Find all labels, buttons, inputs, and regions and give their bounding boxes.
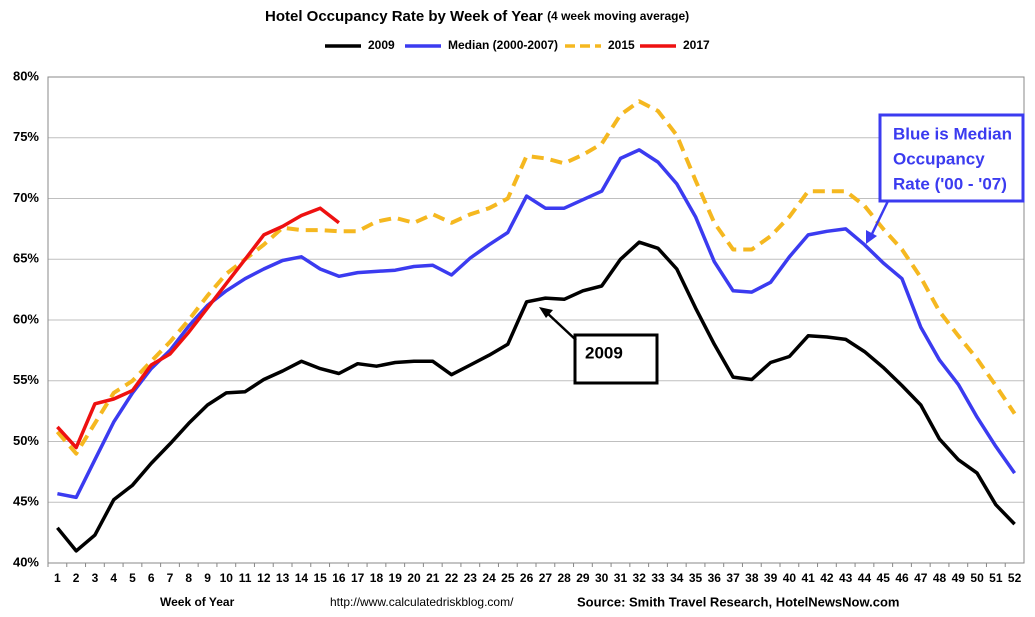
x-tick-label: 40 — [783, 571, 797, 585]
annotation-text: 2009 — [585, 343, 623, 362]
subtitle: (4 week moving average) — [547, 9, 689, 23]
url: http://www.calculatedriskblog.com/ — [330, 595, 514, 609]
arrow-head — [539, 307, 553, 318]
y-tick-label: 55% — [13, 372, 39, 387]
x-tick-label: 33 — [651, 571, 665, 585]
x-tick-label: 12 — [257, 571, 271, 585]
x-tick-label: 52 — [1008, 571, 1022, 585]
legend-label: 2017 — [683, 38, 710, 52]
x-tick-label: 21 — [426, 571, 440, 585]
x-tick-label: 42 — [820, 571, 834, 585]
x-tick-label: 50 — [970, 571, 984, 585]
x-tick-label: 27 — [539, 571, 553, 585]
title: Hotel Occupancy Rate by Week of Year — [265, 8, 543, 25]
source: Source: Smith Travel Research, HotelNews… — [577, 594, 899, 609]
y-tick-label: 75% — [13, 129, 39, 144]
annotation-box — [573, 333, 659, 385]
series-line — [56, 206, 340, 450]
x-tick-label: 3 — [92, 571, 99, 585]
legend-label: 2015 — [608, 38, 635, 52]
x-tick-label: 23 — [464, 571, 478, 585]
x-tick-label: 28 — [557, 571, 571, 585]
x-tick-label: 29 — [576, 571, 590, 585]
x-tick-label: 24 — [482, 571, 496, 585]
annotation-box — [878, 113, 1025, 203]
x-tick-label: 45 — [877, 571, 891, 585]
arrow-head — [866, 230, 877, 244]
x-tick-label: 4 — [110, 571, 117, 585]
x-tick-label: 22 — [445, 571, 459, 585]
x-tick-label: 47 — [914, 571, 928, 585]
x-tick-label: 32 — [633, 571, 647, 585]
x-tick-label: 44 — [858, 571, 872, 585]
legend-label: 2009 — [368, 38, 395, 52]
legend-label: Median (2000-2007) — [448, 38, 558, 52]
x-tick-label: 37 — [726, 571, 740, 585]
y-tick-label: 80% — [13, 68, 39, 83]
annotation-text: Rate ('00 - '07) — [893, 174, 1007, 193]
x-tick-label: 9 — [204, 571, 211, 585]
x-tick-label: 46 — [895, 571, 909, 585]
x-tick-label: 38 — [745, 571, 759, 585]
x-tick-label: 10 — [220, 571, 234, 585]
x-tick-label: 16 — [332, 571, 346, 585]
x-tick-label: 26 — [520, 571, 534, 585]
annotation-text: Occupancy — [893, 149, 985, 168]
x-tick-label: 14 — [295, 571, 309, 585]
y-tick-label: 45% — [13, 494, 39, 509]
annotation-arrow — [545, 311, 577, 341]
x-tick-label: 18 — [370, 571, 384, 585]
y-tick-label: 70% — [13, 190, 39, 205]
annotation-text: Blue is Median — [893, 124, 1012, 143]
x-tick-label: 41 — [801, 571, 815, 585]
x-axis-label: Week of Year — [160, 595, 235, 609]
x-tick-label: 15 — [313, 571, 327, 585]
y-tick-label: 65% — [13, 251, 39, 266]
x-tick-label: 5 — [129, 571, 136, 585]
x-tick-label: 39 — [764, 571, 778, 585]
x-tick-label: 6 — [148, 571, 155, 585]
x-tick-label: 43 — [839, 571, 853, 585]
x-tick-label: 17 — [351, 571, 365, 585]
chart-title: Hotel Occupancy Rate by Week of Year (4 … — [265, 8, 689, 25]
x-tick-label: 49 — [952, 571, 966, 585]
series-line — [56, 240, 1016, 553]
y-tick-label: 60% — [13, 311, 39, 326]
x-tick-label: 51 — [989, 571, 1003, 585]
x-tick-label: 20 — [407, 571, 421, 585]
series-line — [57, 148, 1017, 500]
x-tick-label: 7 — [167, 571, 174, 585]
y-tick-label: 50% — [13, 433, 39, 448]
y-tick-label: 40% — [13, 554, 39, 569]
x-tick-label: 1 — [54, 571, 61, 585]
x-tick-label: 34 — [670, 571, 684, 585]
x-tick-label: 31 — [614, 571, 628, 585]
x-tick-label: 30 — [595, 571, 609, 585]
annotation-arrow — [868, 200, 890, 239]
x-tick-label: 13 — [276, 571, 290, 585]
series-line — [55, 99, 1017, 456]
x-tick-label: 35 — [689, 571, 703, 585]
x-tick-label: 11 — [239, 571, 252, 585]
x-tick-label: 8 — [185, 571, 192, 585]
x-tick-label: 48 — [933, 571, 947, 585]
x-tick-label: 25 — [501, 571, 515, 585]
x-tick-label: 19 — [389, 571, 403, 585]
x-tick-label: 2 — [73, 571, 80, 585]
x-tick-label: 36 — [708, 571, 722, 585]
